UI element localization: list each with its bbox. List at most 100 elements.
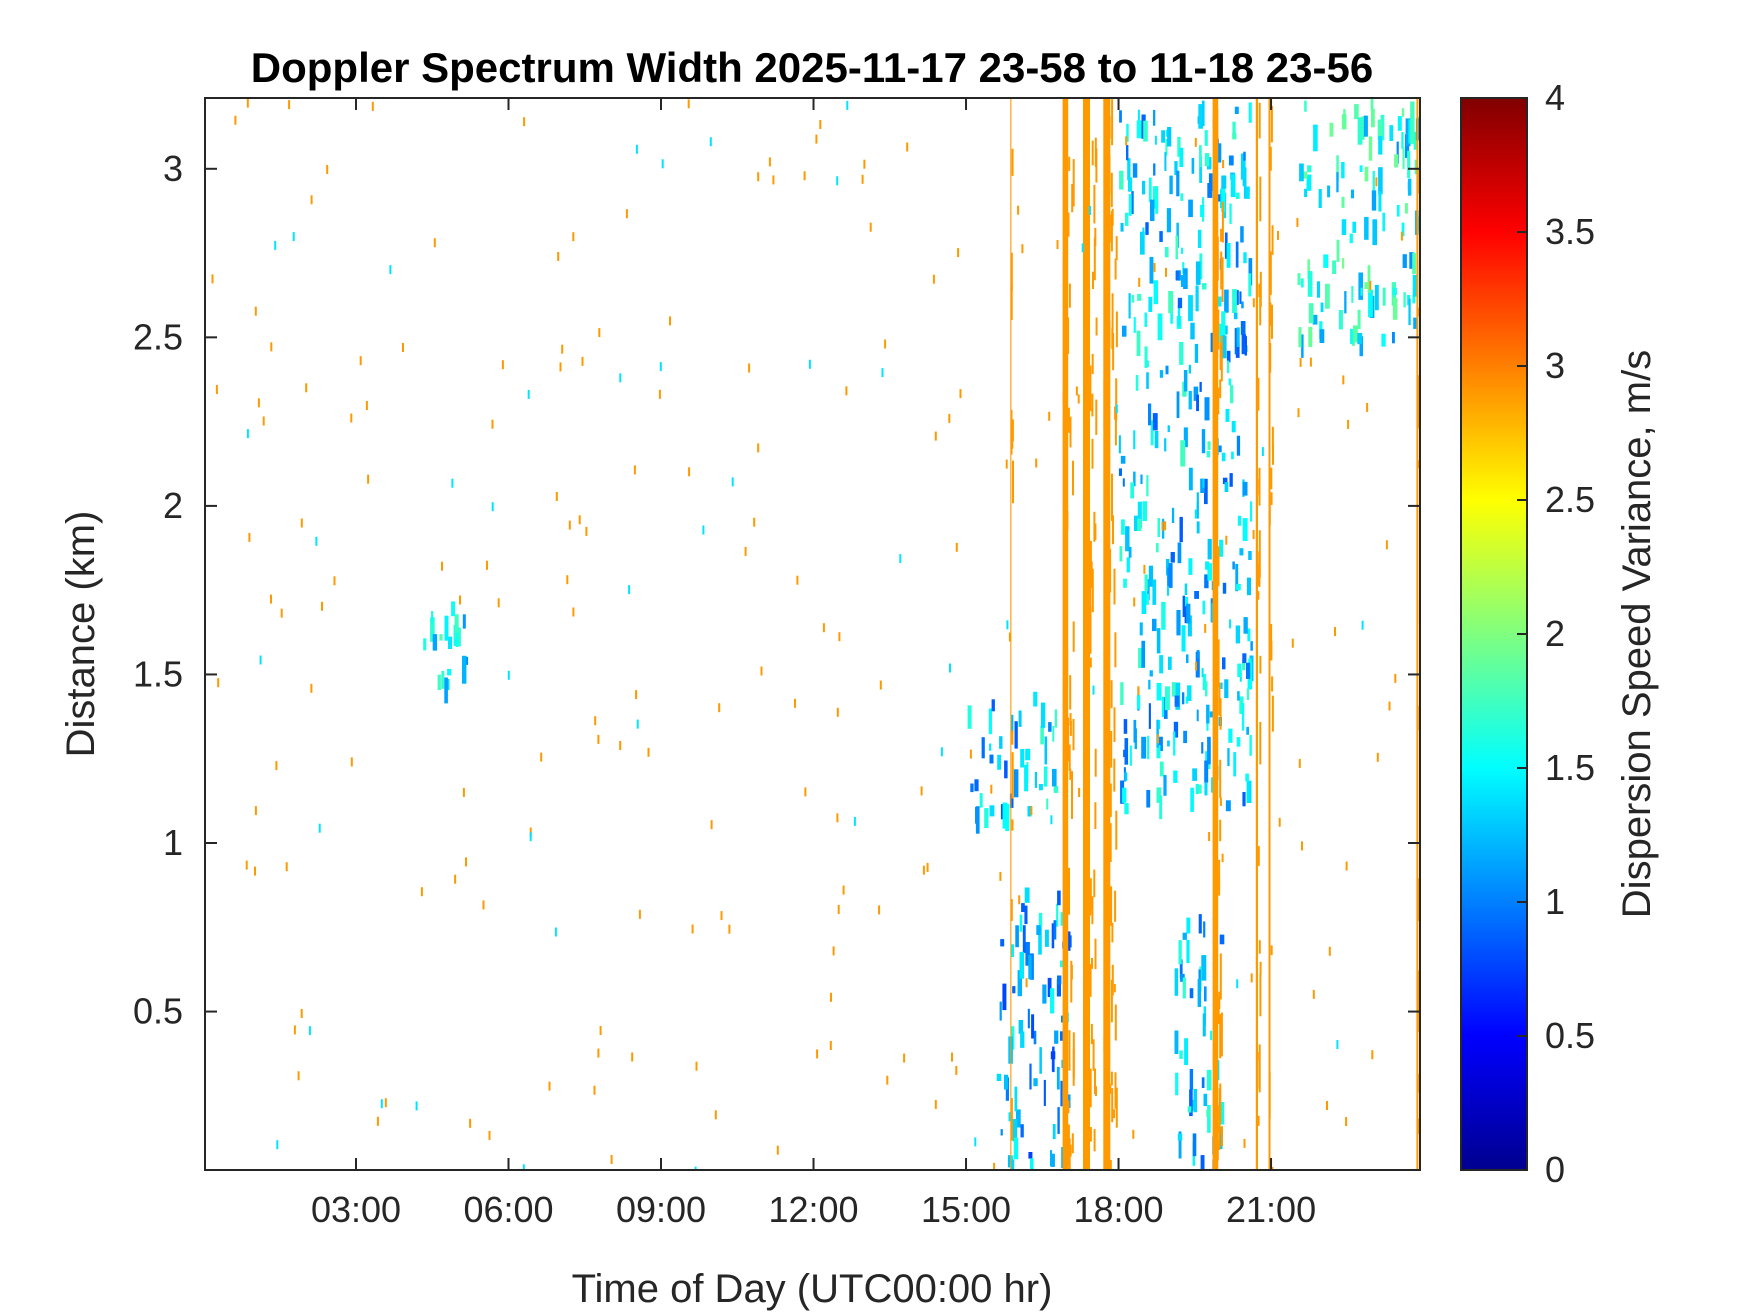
echo-cell xyxy=(1028,955,1032,980)
echo-cell xyxy=(1224,289,1229,313)
orange-streak xyxy=(1269,146,1272,171)
orange-streak xyxy=(1214,822,1217,846)
echo-cell xyxy=(1010,1159,1015,1170)
echo-cell xyxy=(1242,653,1247,664)
orange-streak xyxy=(1087,718,1090,762)
noise-pixel xyxy=(1158,720,1161,730)
echo-cell xyxy=(1040,725,1044,745)
echo-cell xyxy=(1201,742,1204,754)
echo-cell xyxy=(1187,685,1192,701)
echo-cell xyxy=(1401,108,1405,117)
noise-pixel xyxy=(1204,623,1207,633)
noise-pixel xyxy=(1252,298,1255,308)
noise-pixel xyxy=(297,1071,300,1081)
noise-pixel xyxy=(1297,408,1300,418)
orange-streak xyxy=(1257,846,1260,866)
orange-streak xyxy=(1213,234,1216,252)
echo-cell xyxy=(1156,543,1159,553)
orange-streak xyxy=(1110,214,1113,243)
orange-streak xyxy=(1270,624,1273,658)
echo-cell xyxy=(1196,521,1200,534)
echo-cell xyxy=(1246,662,1251,679)
orange-streak xyxy=(1062,953,1065,990)
echo-cell xyxy=(437,674,441,690)
echo-cell xyxy=(1221,186,1226,213)
noise-pixel xyxy=(748,363,751,373)
colorbar-tick-label: 3.5 xyxy=(1545,211,1595,252)
echo-cell xyxy=(1053,920,1057,940)
orange-streak xyxy=(1215,538,1218,582)
orange-streak xyxy=(1103,257,1106,289)
y-tick-label: 0.5 xyxy=(133,991,183,1032)
orange-streak xyxy=(1084,1079,1087,1090)
echo-cell xyxy=(1029,1063,1032,1090)
echo-cell xyxy=(1018,710,1022,727)
orange-streak xyxy=(1103,775,1106,822)
orange-streak xyxy=(1087,689,1090,723)
echo-cell xyxy=(1056,1066,1060,1090)
echo-cell xyxy=(1124,772,1128,781)
orange-streak xyxy=(1067,317,1070,354)
echo-cell xyxy=(458,627,461,647)
noise-pixel xyxy=(540,752,543,762)
echo-cell xyxy=(1025,748,1031,761)
echo-cell xyxy=(448,636,452,649)
echo-cell xyxy=(1408,298,1411,326)
orange-streak xyxy=(1071,184,1074,213)
orange-streak xyxy=(1010,1098,1013,1141)
noise-pixel xyxy=(1025,978,1028,988)
noise-pixel xyxy=(633,465,636,475)
echo-cell xyxy=(1119,546,1123,562)
echo-cell xyxy=(1163,775,1167,796)
noise-pixel xyxy=(1225,535,1228,545)
orange-band-2 xyxy=(1083,98,1098,1170)
noise-pixel xyxy=(578,515,581,525)
orange-streak xyxy=(1086,752,1089,778)
orange-streak xyxy=(1108,885,1111,922)
noise-pixel xyxy=(1006,620,1009,630)
echo-cell xyxy=(1204,397,1210,421)
echo-cell xyxy=(1156,682,1162,701)
echo-cell xyxy=(1410,101,1415,120)
noise-pixel xyxy=(842,885,845,895)
echo-cell xyxy=(989,805,995,817)
orange-streak xyxy=(1083,419,1086,439)
noise-pixel xyxy=(628,585,631,595)
echo-cell xyxy=(1052,1046,1055,1073)
noise-pixel xyxy=(1194,509,1197,519)
orange-streak xyxy=(1115,378,1118,421)
noise-pixel xyxy=(555,492,558,501)
noise-pixel xyxy=(1195,661,1198,671)
echo-cell xyxy=(1134,515,1139,531)
noise-pixel xyxy=(1326,1101,1328,1110)
noise-pixel xyxy=(1361,620,1364,630)
noise-pixel xyxy=(836,707,839,717)
orange-streak xyxy=(1085,801,1088,811)
echo-region-5 xyxy=(996,887,1072,1170)
echo-cell xyxy=(1165,139,1168,156)
echo-cell xyxy=(1014,1086,1018,1112)
echo-cell xyxy=(1412,295,1416,304)
echo-cell xyxy=(1224,679,1229,699)
orange-streak xyxy=(1091,896,1094,925)
echo-cell xyxy=(1168,291,1174,314)
orange-streak xyxy=(1221,853,1224,863)
echo-cell xyxy=(1027,1008,1030,1029)
echo-cell xyxy=(1034,771,1037,788)
orange-streak xyxy=(1083,1074,1086,1122)
echo-cell xyxy=(1352,332,1355,346)
echo-cell xyxy=(1248,102,1252,123)
noise-pixel xyxy=(572,232,575,242)
orange-streak xyxy=(1066,511,1069,531)
echo-cell xyxy=(1153,163,1156,176)
orange-streak xyxy=(1090,1023,1093,1045)
echo-cell xyxy=(1228,378,1232,386)
noise-pixel xyxy=(990,784,993,794)
echo-cell xyxy=(1136,695,1141,710)
echo-cell xyxy=(1237,515,1242,526)
data-layer xyxy=(211,98,1420,1170)
noise-pixel xyxy=(940,747,943,757)
noise-pixel xyxy=(288,100,291,110)
echo-cell xyxy=(1167,425,1170,433)
echo-cell xyxy=(1371,108,1375,128)
